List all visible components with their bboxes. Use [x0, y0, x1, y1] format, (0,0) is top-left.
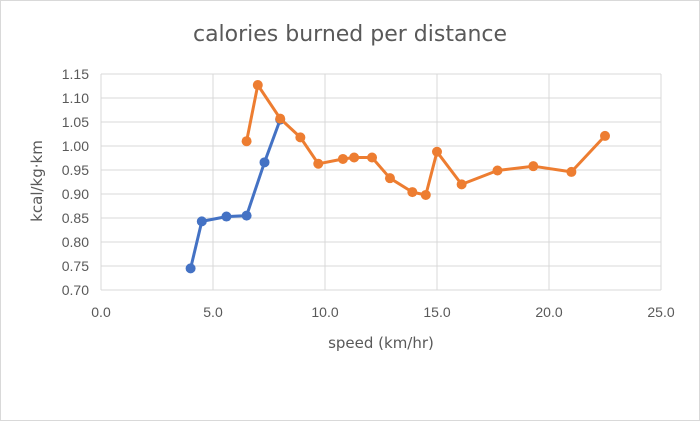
- x-tick-label: 5.0: [203, 304, 223, 320]
- data-point: [185, 263, 196, 274]
- data-point: [275, 113, 286, 124]
- data-point: [420, 189, 431, 200]
- series-group: [185, 80, 610, 274]
- y-tick-label: 0.80: [62, 234, 89, 250]
- data-point: [196, 216, 207, 227]
- data-point: [313, 158, 324, 169]
- data-point: [337, 153, 348, 164]
- y-tick-label: 0.95: [62, 162, 89, 178]
- y-tick-label: 0.70: [62, 282, 89, 298]
- series-line: [189, 119, 282, 269]
- data-point: [600, 130, 610, 141]
- data-point: [221, 211, 232, 222]
- y-tick-label: 1.00: [62, 138, 89, 154]
- x-tick-label: 20.0: [535, 304, 562, 320]
- y-tick-label: 0.75: [62, 258, 89, 274]
- y-tick-label: 1.10: [62, 90, 89, 106]
- data-point: [566, 166, 577, 177]
- chart-title: calories burned per distance: [193, 22, 507, 47]
- y-tick-label: 1.05: [62, 114, 89, 130]
- data-point: [241, 136, 252, 147]
- x-tick-label: 0.0: [91, 304, 111, 320]
- y-tick-label: 1.15: [62, 66, 89, 82]
- series-2: [241, 80, 610, 200]
- data-point: [367, 152, 378, 163]
- y-tick-label: 0.90: [62, 186, 89, 202]
- x-axis-label: speed (km/hr): [328, 334, 434, 352]
- y-axis-ticks: 0.70 0.75 0.80 0.85 0.90 0.95 1.00 1.05 1.10 1.15: [62, 66, 89, 298]
- data-point: [456, 179, 467, 190]
- data-point: [384, 173, 395, 184]
- x-tick-label: 25.0: [647, 304, 674, 320]
- x-axis-ticks: 0.0 5.0 10.0 15.0 20.0 25.0: [91, 304, 675, 320]
- data-point: [432, 146, 442, 157]
- data-point: [407, 187, 418, 198]
- data-point: [252, 80, 263, 91]
- data-point: [241, 210, 252, 221]
- data-point: [295, 132, 306, 143]
- data-point: [528, 161, 539, 172]
- y-tick-label: 0.85: [62, 210, 89, 226]
- data-point: [492, 165, 503, 176]
- data-point: [259, 157, 270, 168]
- data-point: [349, 152, 360, 163]
- x-tick-label: 15.0: [423, 304, 450, 320]
- y-axis-label: kcal/kg·km: [28, 140, 46, 222]
- x-tick-label: 10.0: [311, 304, 338, 320]
- grid-lines: [100, 73, 662, 291]
